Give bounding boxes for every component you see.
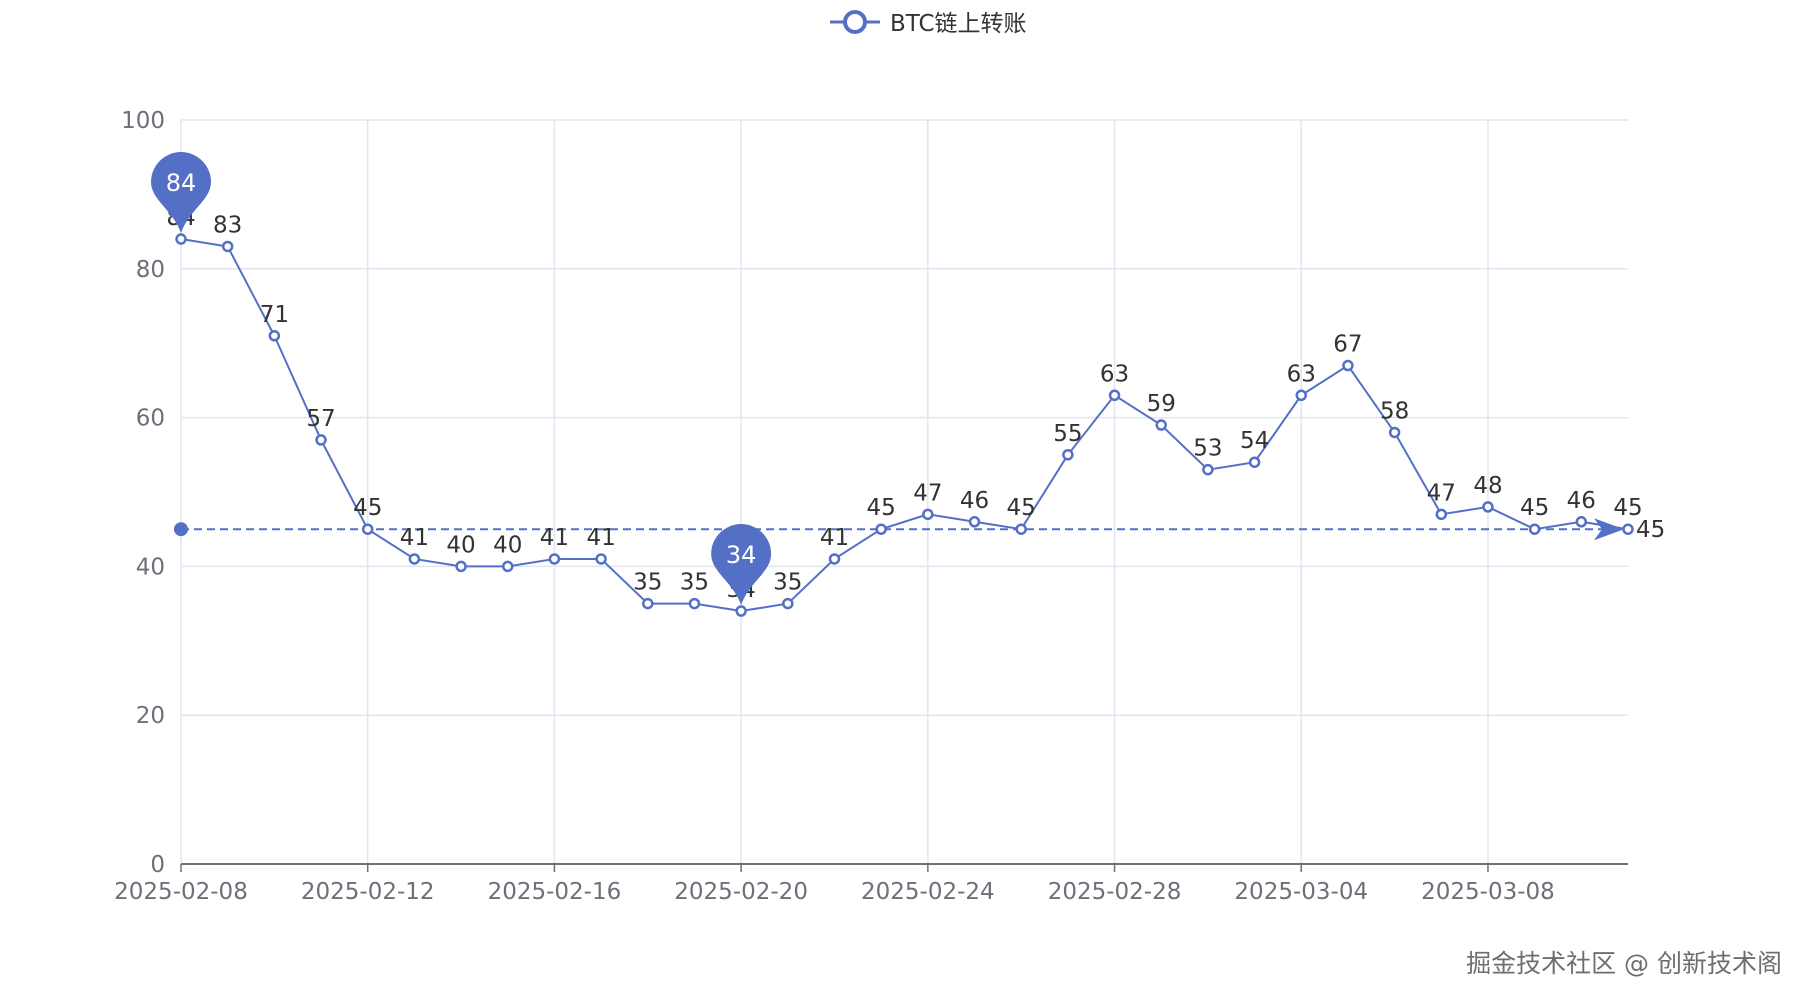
data-point [1342,359,1354,372]
data-point [1202,463,1214,476]
data-label: 71 [260,302,289,328]
data-point [361,523,374,535]
data-point [595,553,607,565]
data-label: 63 [1287,361,1316,387]
y-tick-label: 0 [150,852,165,878]
data-label: 83 [213,212,242,238]
data-label: 41 [820,525,849,551]
data-label: 47 [913,480,942,506]
data-point [501,560,514,573]
data-label: 35 [773,570,802,596]
data-point [221,240,234,253]
x-tick-label: 2025-02-24 [861,879,995,905]
data-label: 40 [446,532,475,558]
data-label: 67 [1333,332,1362,358]
data-label: 41 [400,525,429,551]
legend-label[interactable]: BTC链上转账 [890,11,1027,37]
data-point [1435,508,1448,521]
data-label: 54 [1240,428,1269,454]
data-point [455,560,467,573]
data-label: 47 [1427,480,1456,506]
x-tick-label: 2025-02-16 [488,879,622,905]
x-tick-label: 2025-02-20 [674,879,808,905]
data-point [1528,523,1541,535]
data-label: 41 [586,525,615,551]
data-point [1062,449,1074,461]
data-label: 45 [1520,495,1549,521]
data-point [1388,426,1401,439]
y-tick-label: 20 [136,703,165,729]
data-label: 41 [540,525,569,551]
data-label: 35 [633,570,662,596]
data-point [922,508,934,521]
data-label: 40 [493,532,522,558]
data-point [268,330,281,342]
data-label: 59 [1147,391,1176,417]
data-point [828,553,841,565]
data-point [642,597,654,610]
x-tick-label: 2025-02-28 [1048,879,1182,905]
pin-marker-icon [711,524,772,606]
watermark: 掘金技术社区 @ 创新技术阁 [1466,949,1782,978]
pin-marker-icon [151,152,211,234]
data-label: 58 [1380,398,1409,424]
legend-circle-icon [843,10,867,34]
x-tick-label: 2025-03-04 [1234,879,1368,905]
data-point [1295,389,1308,402]
mark-point-label: 84 [166,169,197,197]
data-label: 45 [353,495,382,521]
data-point [1015,523,1027,535]
data-point [175,233,187,245]
data-point [1248,456,1261,468]
data-point [1622,523,1634,535]
y-tick-label: 60 [136,406,165,432]
data-point [1155,419,1167,431]
data-point [782,597,794,610]
data-point [1108,389,1121,402]
data-label: 45 [867,495,896,521]
data-point [1482,501,1494,513]
data-point [968,516,981,528]
data-point [688,597,701,610]
data-label: 45 [1007,495,1036,521]
data-point [735,605,747,617]
mark-point-label: 34 [726,541,757,569]
data-point [875,523,887,535]
mark-line-label: 45 [1636,517,1665,543]
x-tick-label: 2025-03-08 [1421,879,1555,905]
data-point [1575,516,1588,528]
mark-line-arrow-icon [1594,518,1624,541]
data-label: 35 [680,570,709,596]
data-label: 57 [306,406,335,432]
data-label: 63 [1100,361,1129,387]
x-tick-label: 2025-02-08 [114,879,248,905]
data-point [548,553,561,565]
data-label: 53 [1193,436,1222,462]
data-label: 48 [1473,473,1502,499]
mark-line-start-dot [174,522,188,537]
series-line [180,238,1629,613]
y-tick-label: 80 [136,257,165,283]
data-label: 46 [1567,488,1596,514]
data-point [408,553,421,565]
y-tick-label: 100 [121,108,165,134]
data-point [315,434,327,446]
data-label: 55 [1053,421,1082,447]
data-label: 45 [1613,495,1642,521]
data-label: 46 [960,488,989,514]
x-tick-label: 2025-02-12 [301,879,435,905]
y-tick-label: 40 [136,554,165,580]
